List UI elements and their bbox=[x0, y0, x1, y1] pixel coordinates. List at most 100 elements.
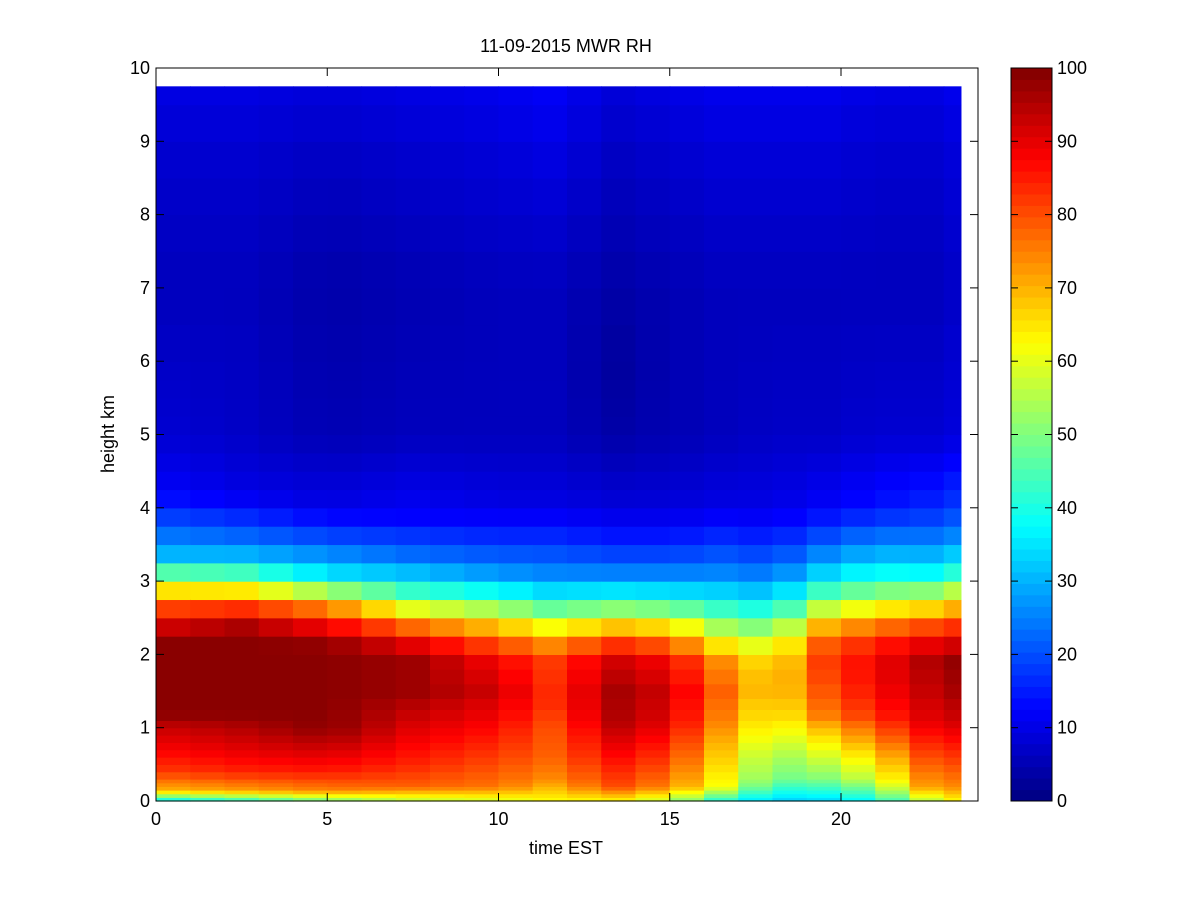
heatmap-cell bbox=[601, 104, 637, 142]
heatmap-cell bbox=[258, 786, 294, 791]
heatmap-cell bbox=[635, 782, 671, 787]
heatmap-cell bbox=[156, 416, 191, 436]
heatmap-cell bbox=[430, 581, 465, 601]
heatmap-cell bbox=[567, 489, 602, 509]
heatmap-cell bbox=[464, 434, 500, 454]
heatmap-cell bbox=[361, 86, 397, 106]
heatmap-cell bbox=[361, 177, 397, 216]
colorbar-segment bbox=[1011, 503, 1052, 516]
colorbar-segment bbox=[1011, 331, 1052, 344]
heatmap-cell bbox=[841, 251, 876, 289]
heatmap-cell bbox=[943, 141, 962, 179]
heatmap-cell bbox=[635, 742, 671, 751]
heatmap-cell bbox=[224, 782, 260, 787]
heatmap-cell bbox=[293, 141, 328, 179]
heatmap-cell bbox=[738, 507, 774, 527]
heatmap-cell bbox=[806, 581, 842, 601]
heatmap-cell bbox=[498, 764, 534, 773]
heatmap-cell bbox=[909, 742, 945, 751]
heatmap-cell bbox=[841, 526, 876, 546]
colorbar-segment bbox=[1011, 205, 1052, 218]
heatmap-cell bbox=[704, 793, 739, 798]
heatmap-cell bbox=[841, 698, 876, 710]
heatmap-cell bbox=[875, 654, 911, 670]
heatmap-cell bbox=[567, 251, 602, 289]
heatmap-cell bbox=[498, 397, 534, 417]
heatmap-cell bbox=[327, 544, 363, 564]
heatmap-cell bbox=[395, 669, 431, 685]
heatmap-cell bbox=[327, 683, 363, 699]
heatmap-cell bbox=[772, 779, 808, 784]
heatmap-cell bbox=[498, 104, 534, 142]
heatmap-cell bbox=[395, 790, 431, 795]
heatmap-cell bbox=[327, 782, 363, 787]
heatmap-cell bbox=[327, 771, 363, 780]
heatmap-cell bbox=[361, 397, 397, 417]
heatmap-cell bbox=[943, 379, 962, 399]
heatmap-cell bbox=[395, 735, 431, 743]
heatmap-cell bbox=[806, 526, 842, 546]
heatmap-cell bbox=[224, 683, 260, 699]
heatmap-cell bbox=[430, 698, 465, 710]
heatmap-cell bbox=[704, 683, 739, 699]
heatmap-cell bbox=[943, 324, 962, 362]
heatmap-cell bbox=[224, 471, 260, 491]
heatmap-cell bbox=[361, 416, 397, 436]
heatmap-cell bbox=[395, 324, 431, 362]
heatmap-cell bbox=[430, 104, 465, 142]
colorbar-segment bbox=[1011, 491, 1052, 504]
heatmap-cell bbox=[327, 471, 363, 491]
heatmap-cell bbox=[464, 489, 500, 509]
heatmap-cell bbox=[190, 764, 226, 773]
heatmap-cell bbox=[190, 581, 226, 601]
heatmap-cell bbox=[669, 526, 705, 546]
y-tick-label: 4 bbox=[140, 498, 150, 518]
heatmap-cell bbox=[806, 720, 842, 729]
heatmap-cell bbox=[224, 742, 260, 751]
colorbar-segment bbox=[1011, 755, 1052, 768]
heatmap-cell bbox=[224, 104, 260, 142]
heatmap-cell bbox=[327, 287, 363, 326]
heatmap-cell bbox=[875, 141, 911, 179]
heatmap-cell bbox=[361, 764, 397, 773]
heatmap-cell bbox=[875, 361, 911, 381]
heatmap-cell bbox=[943, 727, 962, 736]
heatmap-cell bbox=[635, 771, 671, 780]
heatmap-cell bbox=[567, 104, 602, 142]
heatmap-cell bbox=[704, 416, 739, 436]
heatmap-cell bbox=[567, 683, 602, 699]
heatmap-cell bbox=[430, 797, 465, 802]
heatmap-cell bbox=[430, 782, 465, 787]
heatmap-cell bbox=[258, 379, 294, 399]
heatmap-cell bbox=[532, 177, 568, 216]
heatmap-cell bbox=[190, 669, 226, 685]
heatmap-cell bbox=[532, 86, 568, 106]
heatmap-cell bbox=[841, 735, 876, 743]
heatmap-cell bbox=[258, 471, 294, 491]
heatmap-cell bbox=[875, 544, 911, 564]
colorbar-segment bbox=[1011, 514, 1052, 527]
heatmap-cell bbox=[909, 790, 945, 795]
heatmap-cell bbox=[464, 742, 500, 751]
heatmap-cell bbox=[943, 287, 962, 326]
heatmap-cell bbox=[361, 720, 397, 729]
heatmap-cell bbox=[498, 786, 534, 791]
heatmap-cell bbox=[875, 434, 911, 454]
heatmap-cell bbox=[601, 361, 637, 381]
heatmap-cell bbox=[224, 749, 260, 758]
heatmap-cell bbox=[395, 636, 431, 655]
heatmap-cell bbox=[258, 771, 294, 780]
heatmap-cell bbox=[772, 104, 808, 142]
heatmap-cell bbox=[224, 397, 260, 417]
heatmap-cell bbox=[567, 287, 602, 326]
heatmap-cell bbox=[806, 104, 842, 142]
heatmap-cell bbox=[704, 757, 739, 765]
heatmap-cell bbox=[875, 379, 911, 399]
heatmap-cell bbox=[258, 654, 294, 670]
heatmap-cell bbox=[841, 361, 876, 381]
heatmap-cell bbox=[704, 742, 739, 751]
heatmap-cell bbox=[361, 507, 397, 527]
heatmap-cell bbox=[258, 287, 294, 326]
heatmap-cell bbox=[464, 720, 500, 729]
heatmap-cell bbox=[327, 599, 363, 619]
